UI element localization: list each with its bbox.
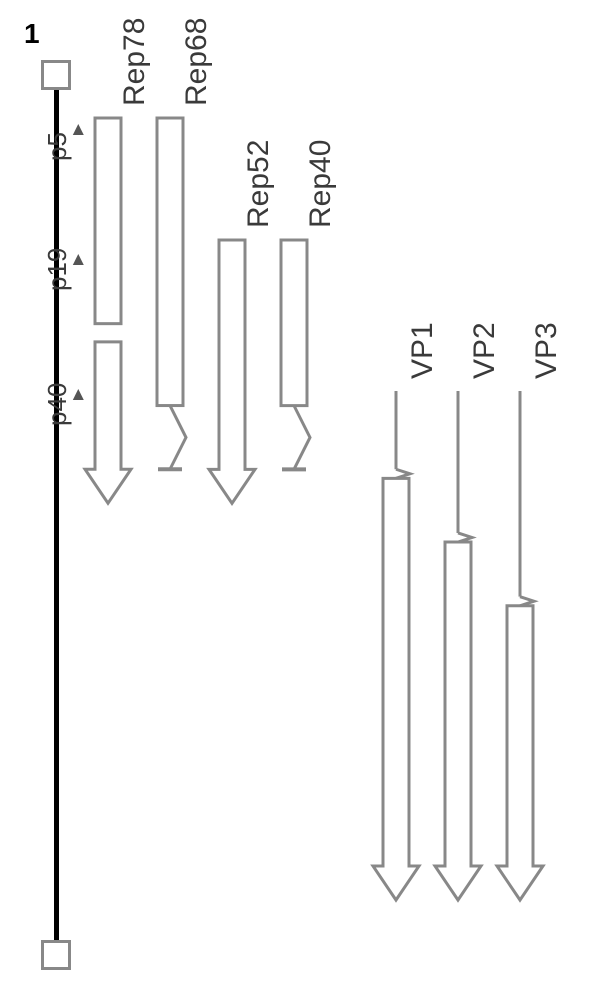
row-label-rep78: Rep78 [118,18,152,106]
transcript-rep40 [264,236,324,489]
row-label-vp2: VP2 [468,323,502,380]
transcript-rep52 [202,236,262,507]
transcript-vp3 [490,387,550,904]
itr-bottom [41,940,71,970]
transcript-vp2 [428,387,488,904]
transcript-rep68 [140,114,200,489]
genome-backbone [54,60,59,970]
promoter-label-p5: p5 [42,132,73,161]
row-label-vp1: VP1 [406,323,440,380]
row-label-vp3: VP3 [530,323,564,380]
itr-top [41,60,71,90]
transcript-rep78 [78,114,138,507]
row-label-rep40: Rep40 [304,140,338,228]
transcript-vp1 [366,387,426,904]
figure-label: 1 [24,18,40,50]
row-label-rep52: Rep52 [242,140,276,228]
row-label-rep68: Rep68 [180,18,214,106]
promoter-label-p19: p19 [42,248,73,291]
promoter-label-p40: p40 [42,383,73,426]
